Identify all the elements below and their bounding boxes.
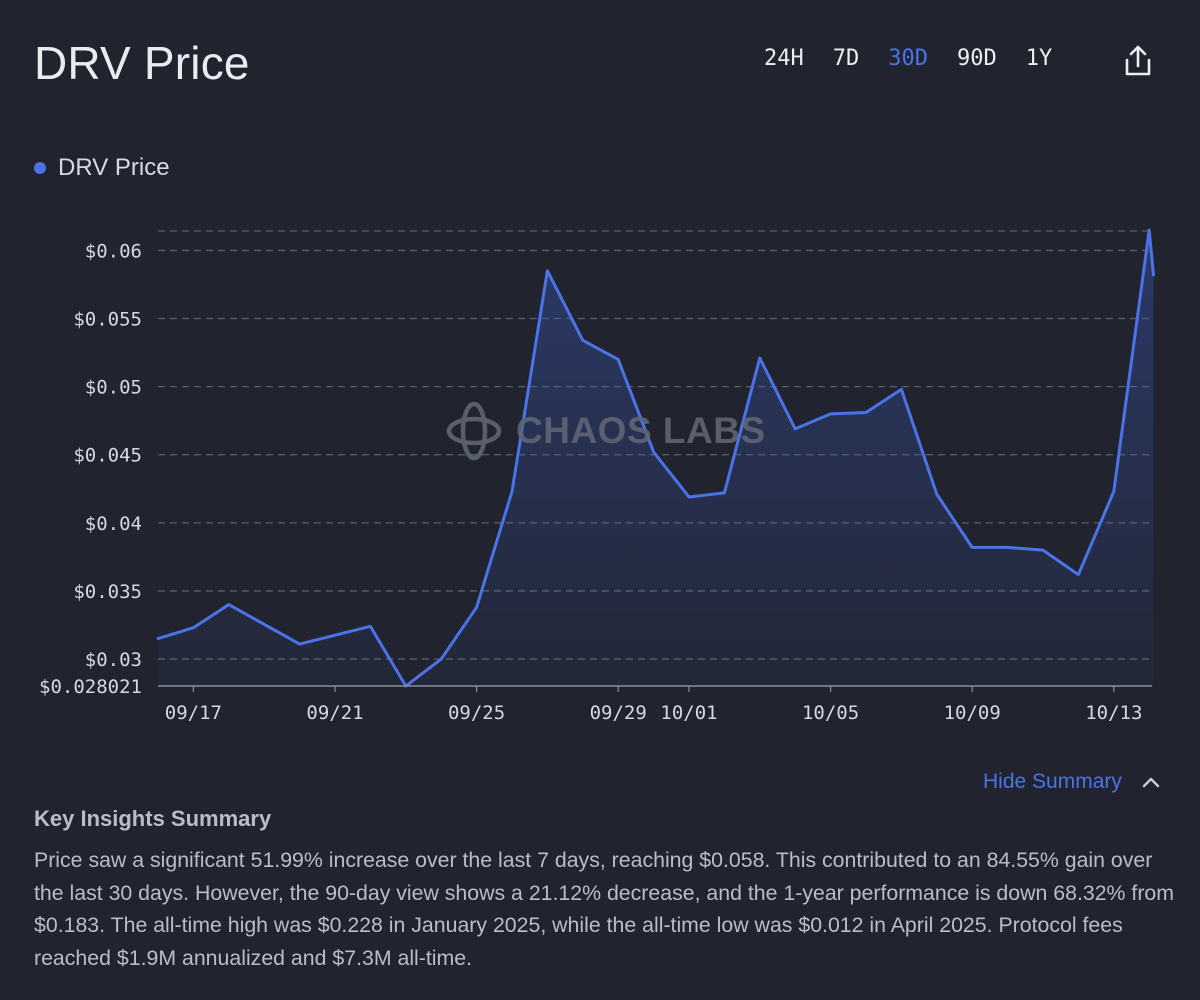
y-tick-label: $0.05: [85, 377, 142, 399]
data-point[interactable]: [791, 425, 799, 433]
price-series-line[interactable]: [156, 228, 1155, 688]
data-point[interactable]: [756, 354, 764, 362]
range-30d-button[interactable]: 30D: [888, 46, 928, 71]
y-tick-label: $0.045: [73, 445, 142, 467]
chaos-labs-logo-icon: [446, 401, 502, 461]
data-point[interactable]: [543, 267, 551, 275]
data-point[interactable]: [827, 410, 835, 418]
data-point[interactable]: [968, 543, 976, 551]
chart-legend[interactable]: DRV Price: [34, 154, 170, 182]
range-7d-button[interactable]: 7D: [832, 46, 860, 71]
data-point[interactable]: [1039, 546, 1047, 554]
y-tick-label: $0.035: [73, 581, 142, 603]
data-point[interactable]: [579, 336, 587, 344]
x-tick-label: 10/13: [1085, 702, 1142, 724]
watermark-text: CHAOS LABS: [516, 410, 766, 451]
data-point[interactable]: [933, 490, 941, 498]
range-24h-button[interactable]: 24H: [764, 46, 804, 71]
price-area-fill: [158, 230, 1154, 687]
data-point[interactable]: [1110, 488, 1118, 496]
share-icon[interactable]: [1122, 44, 1154, 78]
hide-summary-button[interactable]: Hide Summary: [983, 770, 1160, 794]
data-point[interactable]: [154, 635, 162, 643]
y-tick-label: $0.055: [73, 309, 142, 331]
data-point[interactable]: [897, 385, 905, 393]
data-point[interactable]: [473, 603, 481, 611]
x-tick-label: 09/17: [165, 702, 222, 724]
range-90d-button[interactable]: 90D: [957, 46, 997, 71]
y-tick-label: $0.04: [85, 513, 142, 535]
data-point[interactable]: [437, 655, 445, 663]
range-1y-button[interactable]: 1Y: [1025, 46, 1053, 71]
data-point[interactable]: [720, 489, 728, 497]
data-point[interactable]: [1074, 571, 1082, 579]
data-point[interactable]: [366, 622, 374, 630]
y-tick-label: $0.03: [85, 649, 142, 671]
data-point[interactable]: [508, 488, 516, 496]
data-point[interactable]: [296, 640, 304, 648]
x-tick-label: 10/05: [802, 702, 859, 724]
hide-summary-label: Hide Summary: [983, 770, 1122, 793]
data-point[interactable]: [189, 624, 197, 632]
summary-text: Price saw a significant 51.99% increase …: [34, 848, 1175, 970]
x-tick-label: 09/29: [590, 702, 647, 724]
watermark: CHAOS LABS: [446, 400, 766, 462]
x-tick-label: 10/09: [944, 702, 1001, 724]
x-tick-label: 09/21: [306, 702, 363, 724]
legend-marker-icon: [34, 162, 46, 174]
legend-label: DRV Price: [58, 154, 170, 181]
data-point[interactable]: [1149, 271, 1157, 279]
y-tick-label: $0.028021: [39, 676, 142, 698]
data-point[interactable]: [685, 493, 693, 501]
summary-title: Key Insights Summary: [34, 806, 272, 831]
data-point[interactable]: [1145, 226, 1153, 234]
data-point[interactable]: [862, 409, 870, 417]
x-tick-label: 09/25: [448, 702, 505, 724]
chevron-up-icon: [1142, 777, 1160, 788]
y-tick-label: $0.06: [85, 240, 142, 262]
data-point[interactable]: [614, 355, 622, 363]
data-point[interactable]: [1004, 543, 1012, 551]
data-point[interactable]: [225, 601, 233, 609]
time-range-selector: 24H 7D 30D 90D 1Y: [764, 46, 1081, 71]
x-tick-label: 10/01: [660, 702, 717, 724]
page-title: DRV Price: [34, 37, 250, 89]
